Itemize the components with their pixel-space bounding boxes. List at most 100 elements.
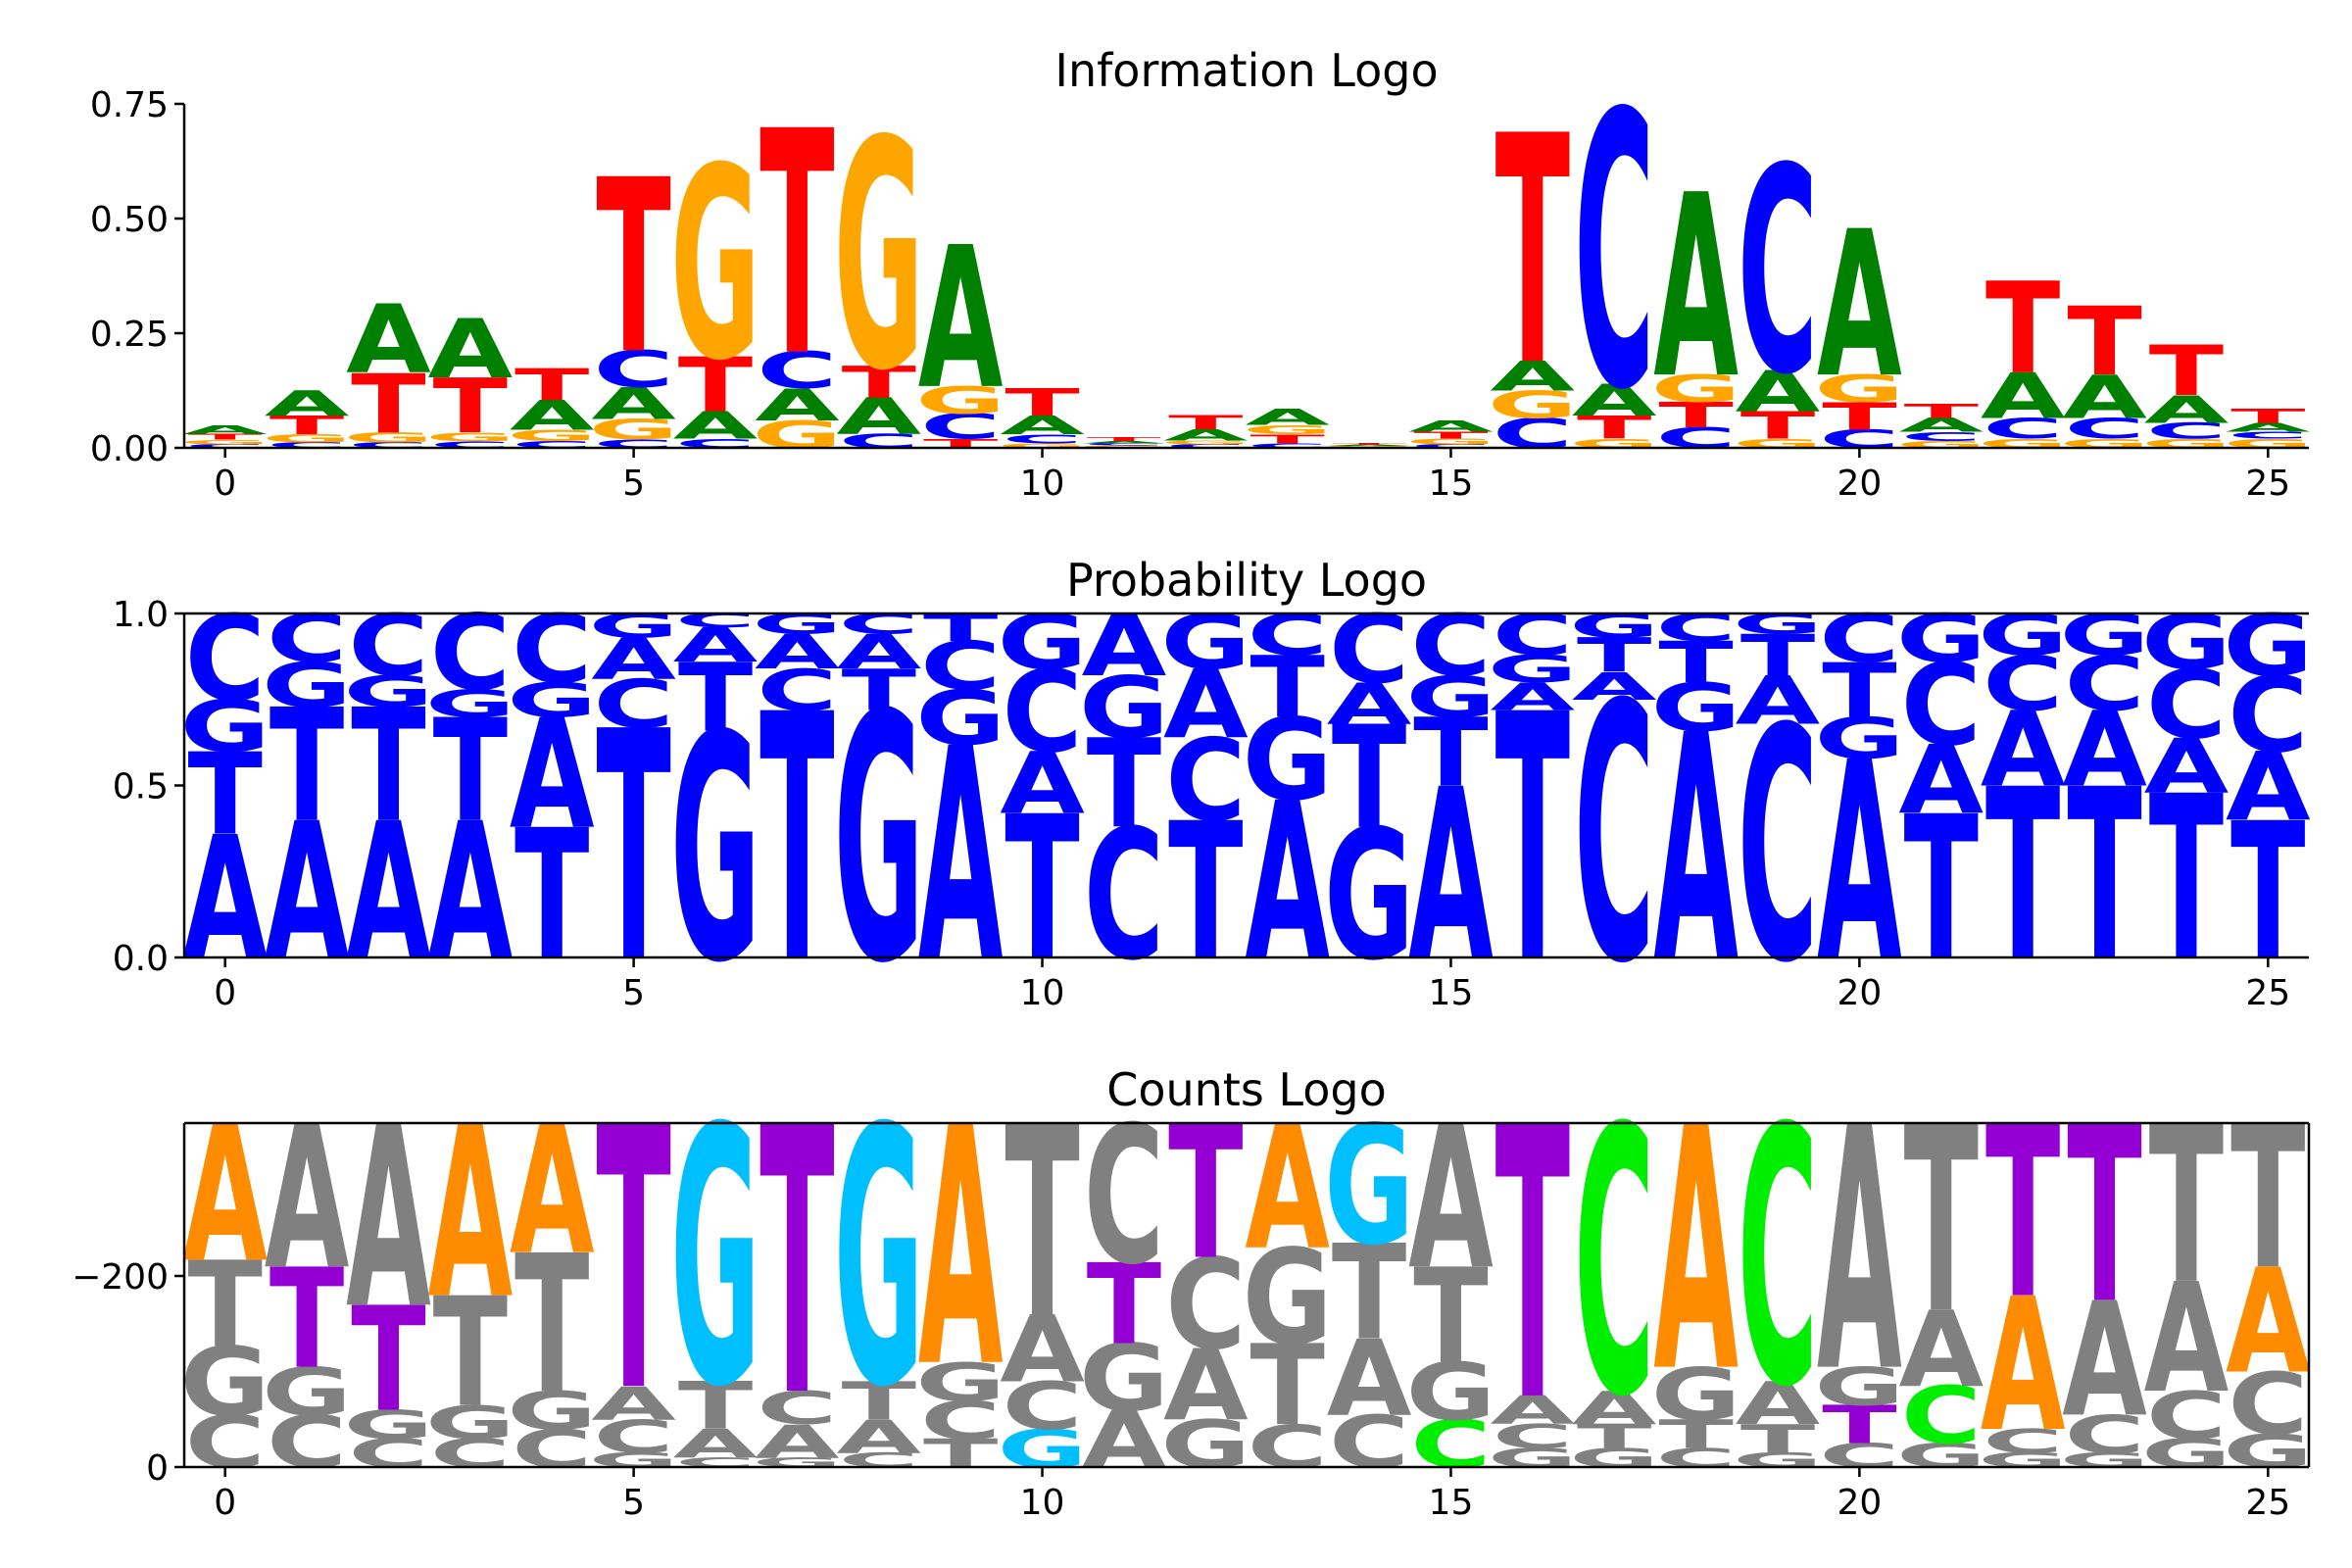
logo-glyph: T	[2230, 405, 2306, 427]
logo-glyph: T	[760, 1053, 835, 1479]
logo-glyph: A	[346, 1075, 431, 1364]
logo-glyph: G	[1160, 599, 1250, 687]
logo-glyph: T	[1087, 436, 1161, 442]
y-tick-label: 0.00	[90, 429, 169, 469]
probability-logo-panel: Probability Logo ATGCATGCATGCATGCTAGCTCA…	[113, 554, 2314, 1041]
logo-glyph: C	[1738, 1053, 1818, 1464]
logo-glyph: G	[998, 599, 1088, 687]
y-tick-label: 0.75	[90, 85, 169, 125]
x-tick-label: 10	[1020, 464, 1065, 504]
logo-glyph: T	[596, 1054, 671, 1472]
logo-glyph: C	[512, 595, 592, 705]
x-tick-label: 10	[1020, 973, 1065, 1013]
logo-glyph: C	[1819, 600, 1899, 677]
logo-glyph: T	[760, 66, 834, 424]
logo-glyph: C	[267, 600, 347, 677]
x-tick-label: 25	[2245, 1483, 2290, 1523]
logo-glyph: C	[1738, 108, 1818, 437]
logo-glyph: C	[1084, 1087, 1164, 1307]
logo-glyph: A	[1653, 1057, 1739, 1446]
logo-glyph: A	[265, 384, 350, 424]
x-tick-label: 5	[622, 1483, 645, 1523]
x-tick-label: 20	[1837, 1483, 1882, 1523]
logo-glyph: A	[428, 302, 514, 397]
logo-glyph: G	[670, 112, 760, 418]
logo-glyph: A	[182, 1087, 268, 1304]
logo-glyph: T	[596, 128, 670, 407]
x-tick-label: 20	[1837, 973, 1882, 1013]
logo-glyph: A	[346, 285, 431, 395]
x-tick-label: 25	[2245, 973, 2290, 1013]
logo-glyph: G	[670, 1053, 760, 1464]
y-tick-label: 1.0	[113, 595, 169, 635]
logo-glyph: T	[1495, 69, 1570, 435]
logo-glyph: C	[1329, 595, 1409, 705]
logo-glyph: G	[1896, 600, 1986, 677]
x-tick-label: 15	[1429, 464, 1474, 504]
x-tick-label: 0	[214, 973, 236, 1013]
logo-glyph: T	[1332, 443, 1406, 445]
y-tick-label: 0.5	[113, 767, 169, 808]
logo-glyph: A	[1817, 188, 1902, 421]
x-tick-label: 5	[622, 973, 645, 1013]
x-tick-label: 5	[622, 464, 645, 504]
y-tick-label: 0.0	[113, 939, 169, 979]
x-tick-label: 15	[1429, 1483, 1474, 1523]
x-tick-label: 0	[214, 1483, 236, 1523]
logo-glyph: A	[918, 206, 1004, 433]
logo-glyph: A	[1817, 1057, 1902, 1446]
logo-glyph: T	[2149, 1082, 2224, 1333]
logo-glyph: T	[1495, 1051, 1571, 1484]
counts-logo-glyphs: CGTACGTACGTACGTACGTAGCAT CATGGACT CATG TCGA…	[180, 1051, 2314, 1485]
logo-glyph: T	[1904, 1074, 1979, 1371]
logo-glyph: C	[348, 597, 428, 696]
logo-glyph: C	[1574, 33, 1654, 472]
logo-glyph: T	[1168, 412, 1244, 434]
y-tick-label: 0.50	[90, 200, 169, 240]
logo-glyph: T	[514, 360, 589, 411]
x-tick-label: 20	[1837, 464, 1882, 504]
logo-glyph: T	[1168, 1088, 1243, 1300]
y-tick-label: 0	[146, 1448, 169, 1489]
information-logo-title: Information Logo	[1054, 44, 1438, 97]
logo-glyph: G	[2223, 597, 2313, 696]
x-tick-label: 0	[214, 464, 236, 504]
logo-glyph: G	[834, 1053, 924, 1464]
logo-glyph: C	[1410, 597, 1491, 696]
logo-glyph: T	[2067, 1076, 2141, 1357]
y-tick-label: 0.25	[90, 315, 169, 355]
logo-glyph: C	[185, 591, 266, 728]
logo-glyph: C	[1574, 1053, 1654, 1479]
logo-glyph: A	[1245, 1090, 1330, 1288]
logo-glyph: A	[1245, 405, 1330, 430]
logo-glyph: T	[2230, 1085, 2305, 1313]
y-tick-label: −200	[72, 1257, 169, 1298]
x-tick-label: 25	[2245, 464, 2290, 504]
logo-glyph: A	[428, 1078, 514, 1351]
logo-glyph: A	[265, 1085, 350, 1313]
x-tick-label: 10	[1020, 1483, 1065, 1523]
probability-logo-glyphs: ATGCATGCATGCATGCTAGCTCAGGTACTCAGGTACAGCT…	[180, 591, 2314, 1041]
logo-glyph: T	[1904, 401, 1980, 423]
logo-glyph: A	[510, 1090, 595, 1295]
logo-glyph: G	[834, 74, 924, 440]
logo-glyph: G	[1324, 1091, 1414, 1282]
logo-glyph: T	[1985, 257, 2060, 403]
information-logo-glyphs: CGTACGTACGTACGTACGATCGACTCATGGACTCATGTCG…	[180, 33, 2314, 472]
logo-glyph: A	[918, 1058, 1004, 1440]
logo-glyph: C	[430, 593, 511, 713]
logo-glyph: A	[1408, 417, 1494, 436]
logo-glyph: G	[2141, 599, 2231, 687]
logo-glyph: T	[2067, 287, 2141, 397]
logo-glyph: T	[2149, 331, 2225, 412]
x-tick-label: 15	[1429, 973, 1474, 1013]
logo-glyph: T	[1004, 1072, 1079, 1376]
logo-glyph: T	[1004, 380, 1079, 424]
information-logo-panel: Information Logo CGTACGTACGTACGTACGATCGA…	[90, 33, 2313, 504]
logo-glyph: A	[1653, 141, 1739, 434]
logo-glyph: A	[182, 422, 268, 437]
logo-glyph: A	[1408, 1085, 1494, 1313]
logo-glyph: T	[1985, 1078, 2060, 1351]
